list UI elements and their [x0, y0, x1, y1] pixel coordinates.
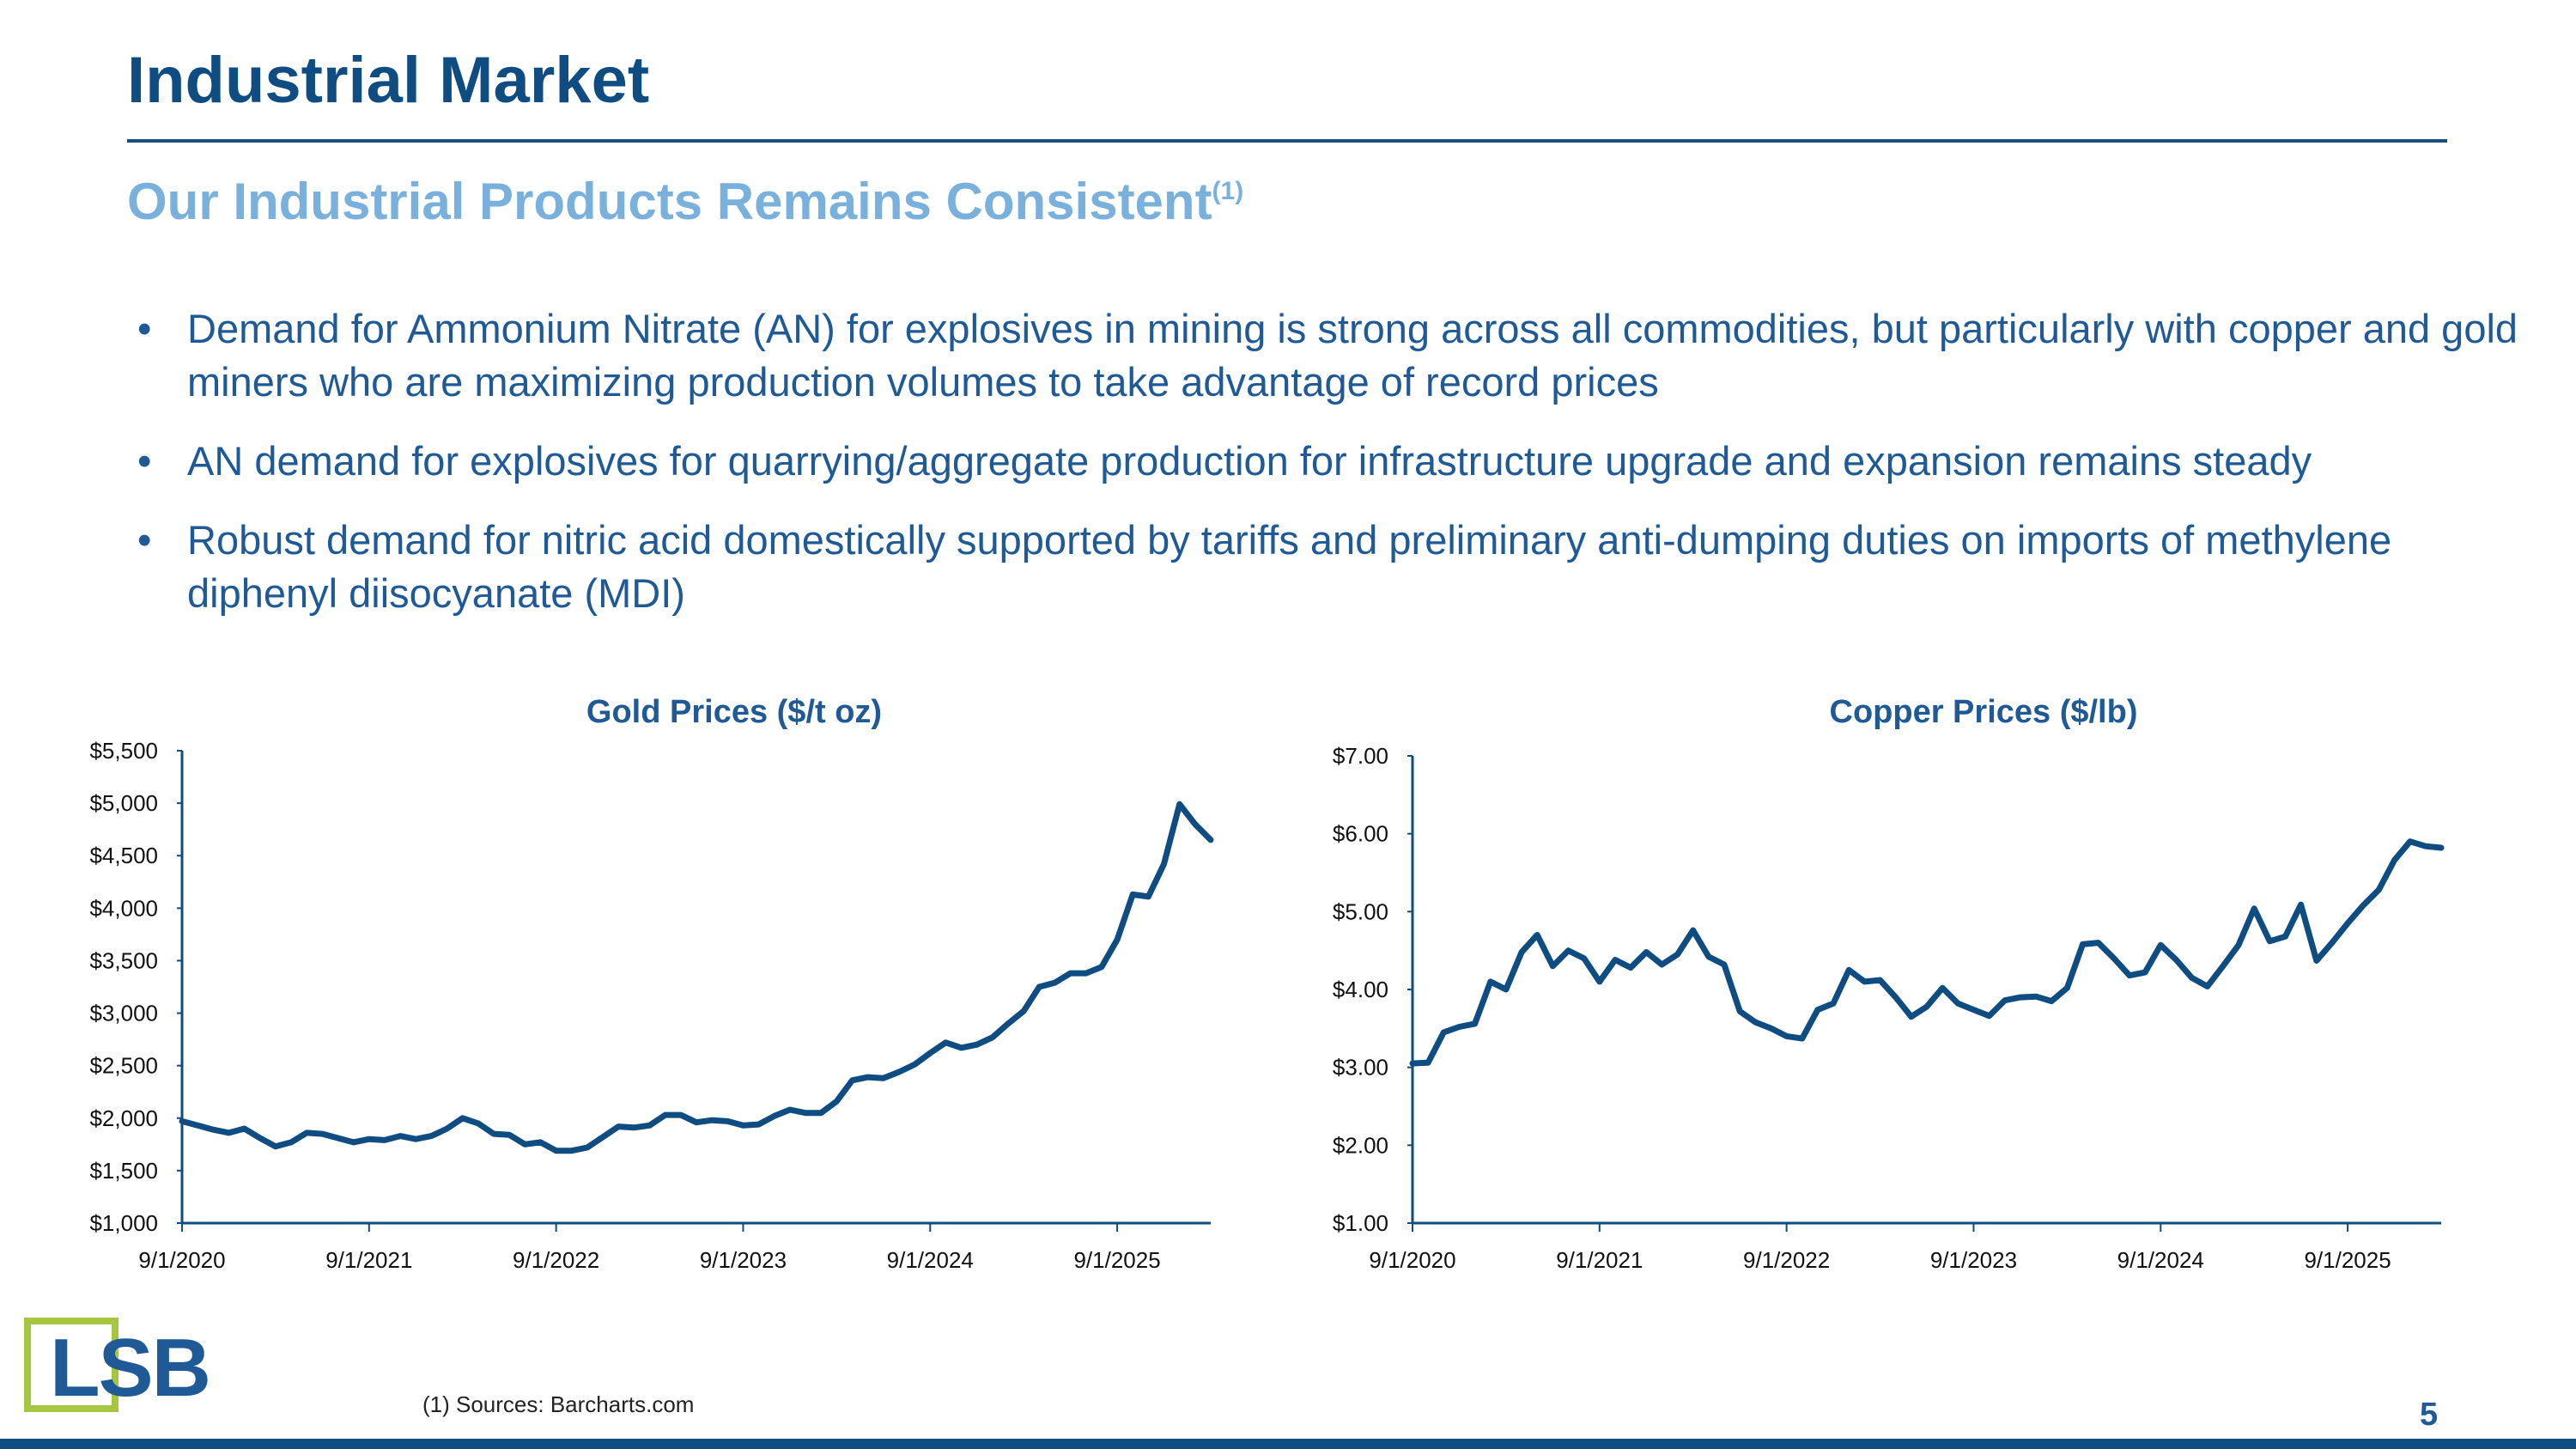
copper-y-tick-label: $7.00: [1333, 743, 1388, 769]
copper-price-line: [1409, 838, 2445, 1067]
copper-chart-title: Copper Prices ($/lb): [1829, 694, 2138, 730]
gold-x-tick-label: 9/1/2024: [887, 1247, 974, 1273]
bullet-item: • Demand for Ammonium Nitrate (AN) for e…: [137, 302, 2542, 409]
bullet-text: Robust demand for nitric acid domestical…: [187, 517, 2392, 616]
page-subtitle: Our Industrial Products Remains Consiste…: [127, 172, 1243, 231]
bullet-dot: •: [137, 306, 152, 351]
copper-y-tick-label: $6.00: [1333, 821, 1388, 847]
gold-x-tick-label: 9/1/2021: [325, 1247, 412, 1273]
page-title: Industrial Market: [127, 44, 650, 117]
logo-frame: [24, 1318, 118, 1412]
gold-x-tick-label: 9/1/2022: [513, 1247, 599, 1273]
gold-x-tick-label: 9/1/2020: [138, 1247, 225, 1273]
bullet-text: AN demand for explosives for quarrying/a…: [187, 438, 2312, 484]
page-number: 5: [2420, 1397, 2439, 1433]
bullet-text: Demand for Ammonium Nitrate (AN) for exp…: [187, 306, 2518, 405]
gold-price-line: [179, 801, 1214, 1154]
bullet-item: • Robust demand for nitric acid domestic…: [137, 514, 2542, 620]
source-footnote: (1) Sources: Barcharts.com: [422, 1391, 695, 1417]
gold-y-tick-label: $2,000: [89, 1105, 158, 1131]
copper-y-tick-label: $5.00: [1333, 898, 1388, 924]
copper-y-tick-label: $3.00: [1333, 1055, 1388, 1081]
bullet-dot: •: [137, 517, 152, 563]
gold-y-tick-label: $5,000: [89, 790, 158, 816]
subtitle-footnote-marker: (1): [1212, 177, 1244, 205]
bullet-dot: •: [137, 438, 152, 484]
gold-x-tick-label: 9/1/2025: [1073, 1247, 1160, 1273]
gold-y-tick-label: $3,500: [89, 947, 158, 973]
gold-y-tick-label: $5,500: [89, 738, 158, 764]
copper-y-tick-label: $1.00: [1333, 1210, 1388, 1236]
copper-y-tick-label: $2.00: [1333, 1132, 1388, 1158]
gold-y-tick-label: $1,000: [89, 1210, 158, 1236]
title-divider: [127, 139, 2447, 143]
subtitle-text: Our Industrial Products Remains Consiste…: [127, 173, 1212, 230]
gold-y-tick-label: $3,000: [89, 1001, 158, 1026]
bullet-list: • Demand for Ammonium Nitrate (AN) for e…: [137, 302, 2542, 646]
gold-y-tick-label: $2,500: [89, 1053, 158, 1079]
gold-x-tick-label: 9/1/2023: [700, 1247, 787, 1273]
gold-chart-title: Gold Prices ($/t oz): [586, 694, 883, 730]
gold-y-tick-label: $4,500: [89, 843, 158, 868]
copper-x-tick-label: 9/1/2024: [2117, 1247, 2204, 1273]
gold-y-tick-label: $4,000: [89, 895, 158, 921]
copper-x-tick-label: 9/1/2025: [2304, 1247, 2391, 1273]
copper-y-tick-label: $4.00: [1333, 977, 1388, 1002]
copper-x-tick-label: 9/1/2020: [1369, 1247, 1455, 1273]
copper-x-tick-label: 9/1/2022: [1743, 1247, 1830, 1273]
footer-bar: [0, 1439, 2576, 1449]
copper-x-tick-label: 9/1/2023: [1930, 1247, 2017, 1273]
company-logo: LSB: [24, 1318, 222, 1421]
bullet-item: • AN demand for explosives for quarrying…: [137, 435, 2542, 488]
logo-text: LSB: [50, 1322, 211, 1414]
gold-y-tick-label: $1,500: [89, 1158, 158, 1184]
copper-x-tick-label: 9/1/2021: [1556, 1247, 1643, 1273]
